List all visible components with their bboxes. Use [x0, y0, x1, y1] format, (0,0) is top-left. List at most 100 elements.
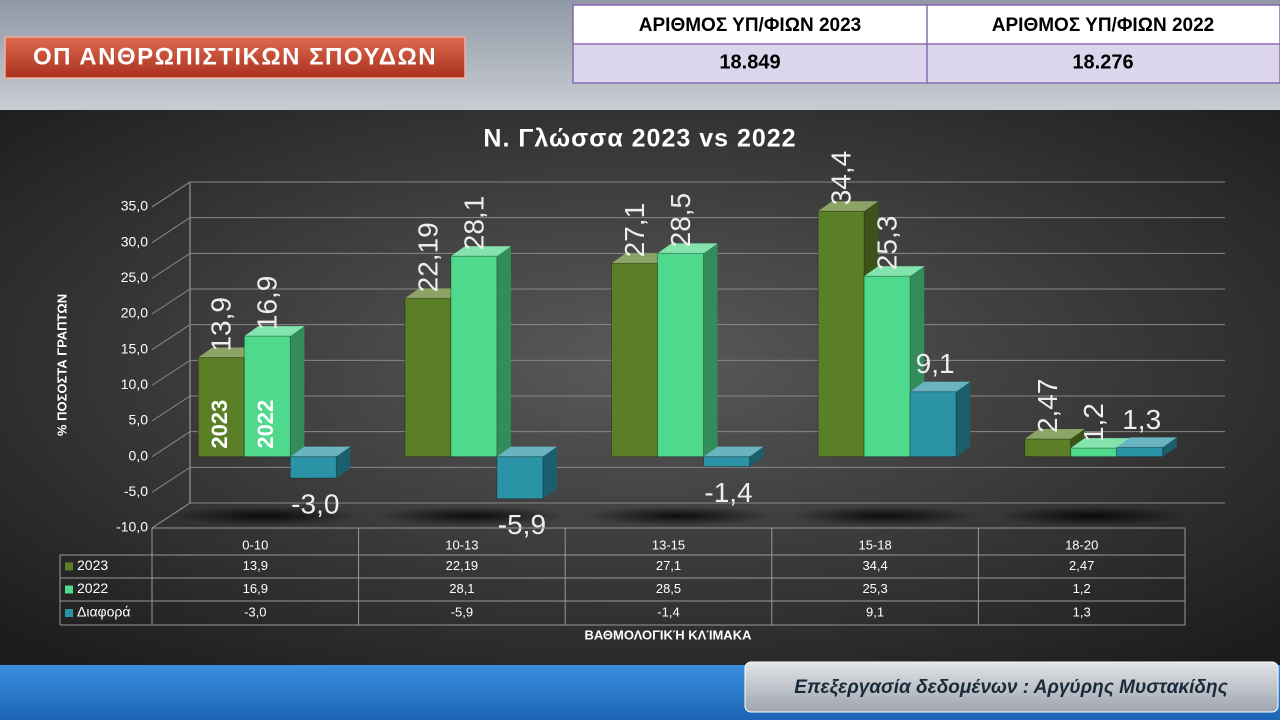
table-cell: 34,4: [862, 558, 887, 573]
bar-side-shade: [749, 446, 764, 467]
bar: [1024, 438, 1072, 458]
bar-top: [404, 288, 465, 299]
y-tick-label: 35,0: [121, 198, 148, 214]
data-label: 9,1: [916, 348, 955, 379]
bar-top-shade: [290, 446, 351, 457]
bar: [496, 456, 544, 500]
data-label: 27,1: [619, 203, 650, 258]
y-tick-label: 0,0: [129, 447, 149, 463]
legend-swatch: [65, 562, 73, 571]
legend-label: 2022: [77, 580, 108, 596]
y-axis-label: % ΠΟΣΟΣΤΑ ΓΡΑΠΤΩΝ: [54, 294, 69, 436]
bar: [1070, 447, 1118, 458]
data-label: 16,9: [252, 276, 283, 331]
bar-side: [290, 326, 305, 457]
table-cell: 22,19: [446, 558, 479, 573]
data-label: 28,5: [665, 193, 696, 248]
data-label: -5,9: [498, 509, 546, 540]
bar-top-shade: [611, 253, 672, 264]
bar-series-label: 2023: [207, 400, 232, 449]
bar-side-shade: [496, 246, 511, 457]
bar-side: [542, 446, 557, 499]
bar-top-shade: [1070, 438, 1131, 449]
bar-side-shade: [956, 381, 971, 457]
bar-side: [956, 381, 971, 457]
floor-shadow: [996, 506, 1187, 526]
bar-series-label: 2022: [253, 400, 278, 449]
bar-top-shade: [450, 246, 511, 257]
x-tick-label: 13-15: [652, 537, 685, 552]
data-label: 22,19: [412, 222, 443, 292]
bar: [404, 297, 452, 458]
data-label: -3,0: [291, 488, 339, 519]
table-cell: 25,3: [862, 581, 887, 596]
bar-side: [749, 446, 764, 467]
data-label: 28,1: [458, 196, 489, 251]
bar: [909, 391, 957, 458]
bar: [450, 255, 498, 458]
bar: [863, 275, 911, 458]
table-cell: -3,0: [244, 604, 266, 619]
y-tick-label: 15,0: [121, 340, 148, 356]
legend-swatch: [65, 585, 73, 594]
data-label: 1,3: [1122, 404, 1161, 435]
bar-top: [450, 246, 511, 257]
table-cell: -5,9: [451, 604, 473, 619]
bar-side-shade: [703, 243, 718, 457]
x-tick-label: 18-20: [1065, 537, 1098, 552]
bar-side: [1162, 437, 1177, 457]
bar-top: [496, 446, 557, 457]
bar: [1116, 446, 1164, 458]
bar-top-shade: [864, 266, 925, 277]
credit: Επεξεργασία δεδομένων : Αργύρης Μυστακίδ…: [794, 677, 1228, 698]
table-cell: 28,1: [449, 581, 474, 596]
bar-side-shade: [542, 446, 557, 499]
bar-top: [703, 446, 764, 457]
page-title: ΟΠ ΑΝΘΡΩΠΙΣΤΙΚΩΝ ΣΠΟΥΔΩΝ: [33, 43, 437, 70]
table-cell: 16,9: [243, 581, 268, 596]
bar: [611, 262, 658, 458]
table-cell: 28,5: [656, 581, 681, 596]
bar-top: [910, 381, 971, 392]
bar-top: [244, 326, 305, 337]
bar-top-shade: [1116, 437, 1177, 448]
bar-top-shade: [910, 381, 971, 392]
floor-shadow: [583, 506, 774, 526]
bar-top-shade: [198, 347, 259, 358]
grid-line: [151, 466, 1225, 493]
stats-header: ΑΡΙΘΜΟΣ ΥΠ/ΦΙΩΝ 2022: [992, 15, 1214, 36]
table-cell: 2,47: [1069, 558, 1094, 573]
bar: [243, 335, 291, 458]
stats-header: ΑΡΙΘΜΟΣ ΥΠ/ΦΙΩΝ 2023: [639, 15, 861, 36]
data-label: -1,4: [704, 477, 752, 508]
stats-value: 18.276: [1072, 51, 1133, 73]
bar-side-shade: [290, 326, 305, 457]
floor-shadow: [790, 506, 981, 526]
data-label: 34,4: [825, 151, 856, 206]
x-tick-label: 0-10: [242, 537, 268, 552]
legend-swatch: [65, 609, 73, 617]
grid-line: [151, 252, 1225, 279]
table-cell: 9,1: [866, 604, 884, 619]
x-tick-label: 10-13: [445, 537, 478, 552]
data-label: 2,47: [1032, 379, 1063, 434]
stats-value: 18.849: [719, 51, 780, 73]
bar: [289, 456, 337, 479]
bar-top-shade: [404, 288, 465, 299]
bar-top-shade: [1024, 429, 1085, 440]
grid-line: [151, 217, 1225, 244]
y-tick-label: 20,0: [121, 305, 148, 321]
bar: [817, 210, 865, 458]
bar-top: [657, 243, 718, 254]
bar-top: [818, 201, 879, 212]
chart-title: Ν. Γλώσσα 2023 vs 2022: [483, 125, 796, 153]
y-tick-label: 30,0: [121, 233, 148, 249]
data-label: 1,2: [1078, 403, 1109, 442]
grid-line: [151, 181, 1225, 208]
bar-top-shade: [496, 446, 557, 457]
y-tick-label: -5,0: [124, 483, 148, 499]
bar-top: [198, 347, 259, 358]
bar-side: [703, 243, 718, 457]
